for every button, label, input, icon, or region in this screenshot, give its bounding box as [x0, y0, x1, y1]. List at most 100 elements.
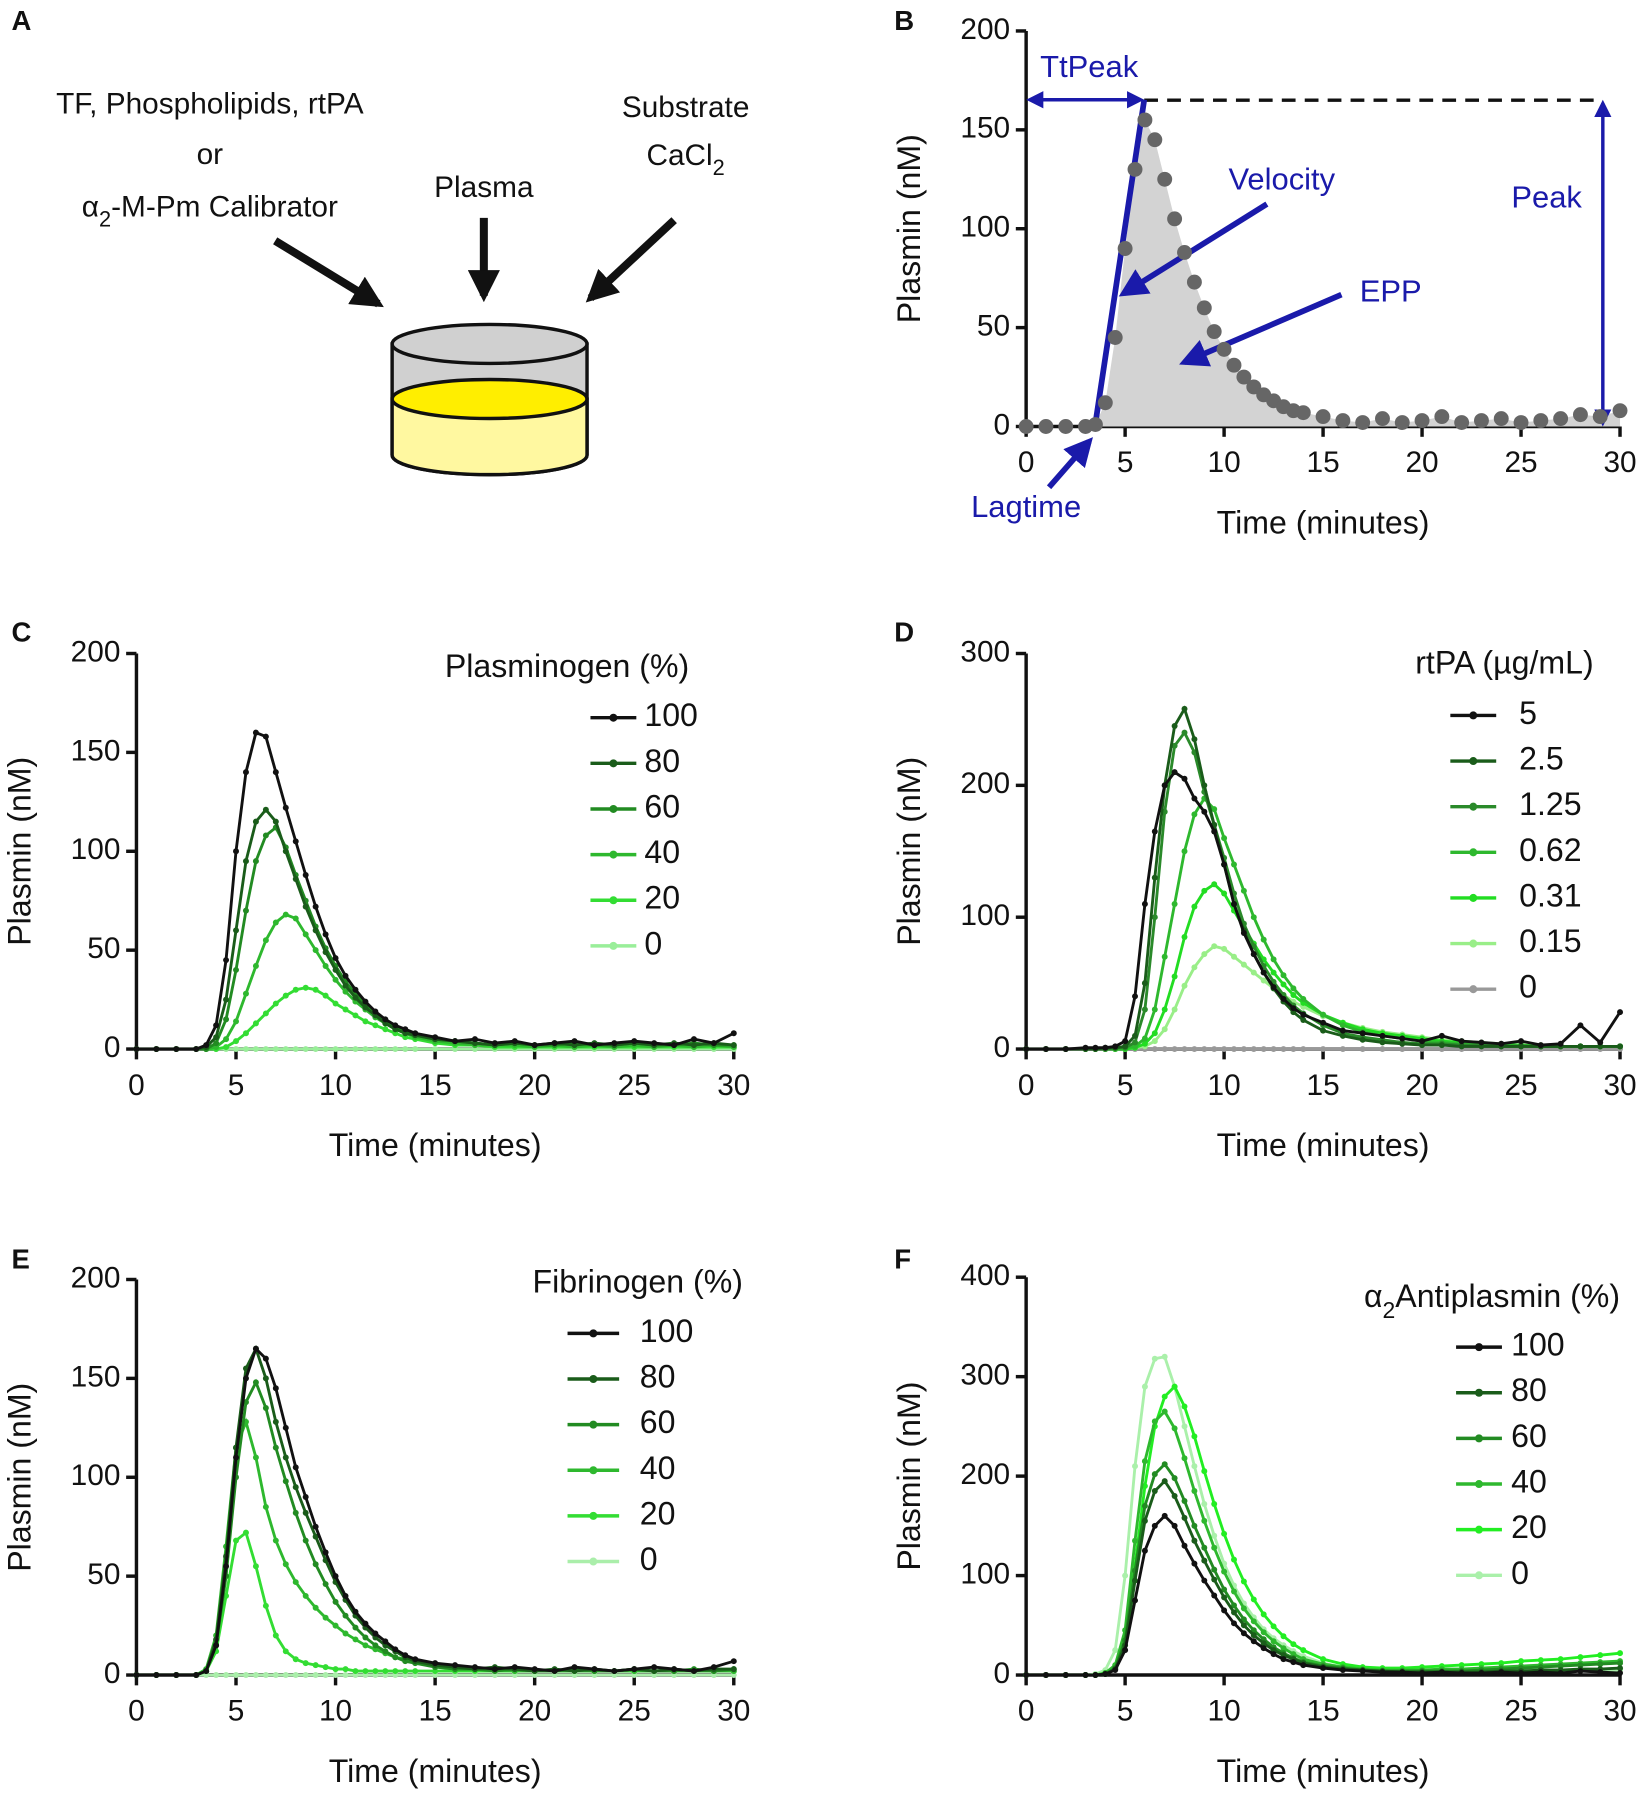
point: [1221, 1046, 1228, 1053]
point: [1513, 415, 1529, 430]
point: [1359, 1036, 1366, 1043]
point: [1478, 1670, 1485, 1677]
point: [1141, 1458, 1148, 1465]
point: [203, 1668, 210, 1675]
point: [332, 1046, 339, 1053]
legend-label: 0.31: [1519, 877, 1581, 913]
point: [1211, 1500, 1218, 1507]
point: [382, 1668, 389, 1675]
x-tick-label: 30: [717, 1695, 750, 1728]
point: [1023, 1046, 1030, 1053]
point: [1226, 357, 1242, 373]
point: [1023, 1672, 1030, 1679]
point: [1201, 1544, 1208, 1551]
series-line: [136, 730, 735, 1051]
point: [452, 1038, 459, 1045]
point: [1181, 933, 1188, 940]
point: [312, 927, 319, 934]
point: [392, 1654, 399, 1661]
point: [1112, 1647, 1119, 1654]
x-tick-label: 25: [618, 1695, 651, 1728]
point: [1161, 953, 1168, 960]
point: [1537, 1669, 1544, 1676]
point: [1493, 411, 1509, 427]
annotation: Peak: [1511, 180, 1582, 215]
point: [611, 1668, 618, 1675]
point: [1231, 953, 1237, 960]
point: [1414, 413, 1430, 429]
point: [292, 875, 299, 882]
point: [591, 1042, 598, 1049]
legend-marker: [1469, 757, 1478, 766]
point: [1339, 1027, 1346, 1034]
legend-label: 80: [1511, 1372, 1547, 1408]
point: [710, 1664, 717, 1671]
point: [282, 1648, 289, 1655]
x-tick-label: 30: [1603, 446, 1636, 479]
point: [1132, 1597, 1138, 1604]
point: [1221, 1586, 1228, 1593]
point: [402, 1652, 409, 1659]
legend-label: 0.62: [1519, 832, 1581, 868]
point: [223, 1672, 230, 1679]
point: [262, 806, 269, 813]
point: [1167, 211, 1183, 227]
point: [233, 1672, 239, 1679]
point: [1132, 1463, 1138, 1470]
point: [153, 1672, 160, 1679]
point: [1181, 1542, 1188, 1549]
point: [571, 1664, 578, 1671]
point: [1355, 415, 1371, 430]
point: [1062, 1046, 1069, 1053]
x-tick-label: 5: [1117, 1695, 1134, 1728]
point: [252, 1672, 259, 1679]
point: [571, 1038, 578, 1045]
point: [272, 769, 279, 776]
point: [1151, 914, 1158, 921]
legend-marker: [1469, 893, 1478, 902]
point: [531, 1666, 538, 1673]
panel-b-annotations: TtPeak Velocity EPP Peak Lagtime: [971, 49, 1612, 524]
point: [1250, 1632, 1257, 1639]
point: [342, 1006, 349, 1013]
point: [1161, 1026, 1168, 1033]
point: [302, 903, 309, 910]
point: [292, 1579, 299, 1586]
point: [372, 1022, 379, 1029]
point: [1537, 1042, 1544, 1049]
point: [1221, 890, 1228, 897]
point: [1171, 1383, 1178, 1390]
point: [242, 907, 249, 914]
point: [1260, 1629, 1267, 1636]
point: [1300, 1011, 1307, 1018]
y-tick-label: 50: [977, 309, 1010, 342]
point: [1260, 1645, 1267, 1652]
point: [710, 1040, 717, 1047]
point: [1270, 1638, 1277, 1645]
y-tick-label: 50: [87, 1558, 120, 1591]
point: [402, 1046, 409, 1053]
point: [262, 1375, 269, 1382]
point: [1141, 1502, 1148, 1509]
substrate-label: CaCl2: [646, 139, 724, 180]
point: [1270, 1623, 1277, 1630]
y-tick-label: 0: [104, 1657, 121, 1690]
point: [1270, 969, 1277, 976]
point: [491, 1666, 498, 1673]
point: [1320, 1019, 1327, 1026]
x-tick-label: 0: [1018, 1695, 1035, 1728]
legend-marker: [1474, 1525, 1484, 1534]
point: [292, 1464, 299, 1471]
point: [1107, 330, 1123, 345]
point: [1335, 413, 1351, 429]
legend-marker: [589, 1557, 598, 1566]
point: [1171, 1046, 1178, 1053]
point: [332, 1000, 339, 1007]
point: [1171, 1006, 1178, 1013]
point: [1062, 1672, 1069, 1679]
legend-label: 20: [644, 880, 680, 916]
point: [312, 1561, 319, 1568]
point: [362, 1018, 369, 1025]
point: [213, 1672, 220, 1679]
x-tick-label: 5: [1117, 1069, 1134, 1102]
